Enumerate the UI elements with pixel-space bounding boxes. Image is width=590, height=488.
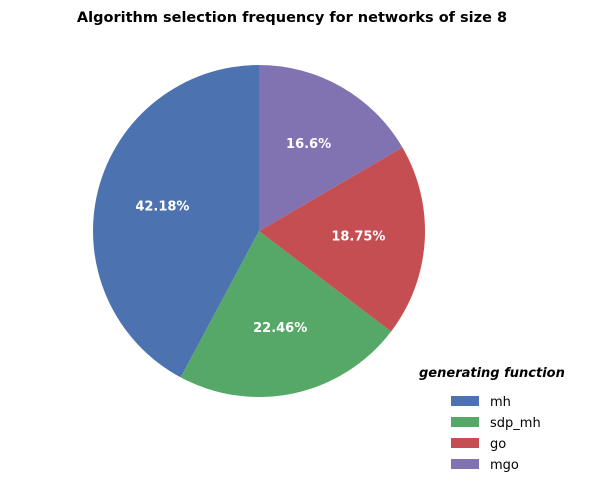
chart-title: Algorithm selection frequency for networ… [77, 10, 507, 26]
pie-slice-sdp-mh [180, 231, 392, 397]
legend-title: generating function [419, 366, 565, 381]
legend-label-sdp-mh: sdp_mh [490, 416, 541, 431]
pie-slices [93, 65, 426, 397]
slice-label-mh: 42.18% [135, 199, 189, 214]
legend-swatch-mgo [451, 459, 479, 469]
slice-label-mgo: 16.6% [286, 137, 331, 152]
pie-slice-mh [93, 65, 260, 378]
slice-label-go: 18.75% [331, 230, 385, 245]
legend-swatch-sdp-mh [451, 417, 479, 427]
legend-label-go: go [490, 437, 506, 452]
legend-label-mh: mh [490, 395, 511, 410]
legend-label-mgo: mgo [490, 458, 519, 473]
pie-slice-go [259, 147, 426, 332]
slice-label-sdp-mh: 22.46% [253, 321, 307, 336]
legend-swatch-go [451, 438, 479, 448]
slice-labels: 42.18% 22.46% 18.75% 16.6% [135, 137, 385, 336]
legend-swatch-mh [451, 396, 479, 406]
pie-slice-mgo [259, 65, 403, 231]
